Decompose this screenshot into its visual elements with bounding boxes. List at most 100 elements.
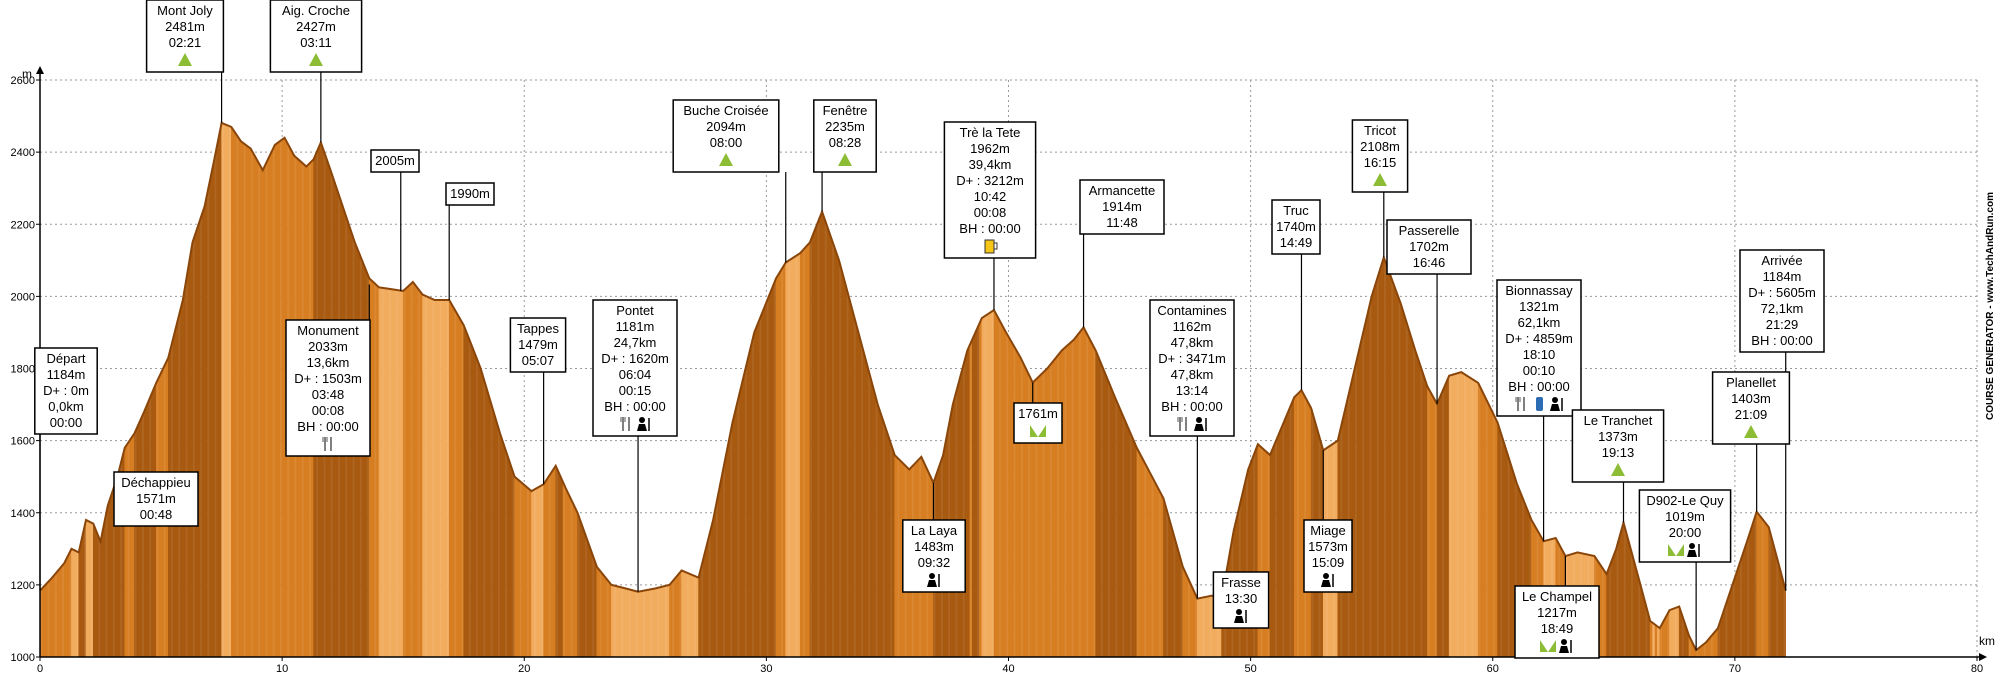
waypoint-name: Frasse: [1221, 575, 1261, 590]
waypoint-detail: 00:15: [619, 383, 652, 398]
aid-station-icon: [1194, 417, 1207, 431]
waypoint-box: [1271, 199, 1321, 255]
elevation-segment: [1071, 338, 1075, 657]
elevation-segment: [710, 519, 714, 657]
elevation-segment: [68, 548, 72, 657]
elevation-segment: [1189, 582, 1193, 657]
elevation-segment: [269, 149, 273, 657]
elevation-segment: [1424, 379, 1428, 657]
elevation-segment: [507, 454, 511, 657]
elevation-segment: [1112, 391, 1116, 657]
elevation-segment: [1182, 566, 1186, 657]
waypoint-box: [1638, 489, 1732, 563]
elevation-segment: [693, 575, 697, 657]
y-tick-label: 2600: [11, 75, 35, 87]
elevation-segment: [490, 400, 494, 657]
elevation-segment: [1199, 597, 1203, 657]
waypoint-detail: 1321m: [1519, 299, 1559, 314]
elevation-segment: [1783, 581, 1787, 657]
waypoint-name: Aig. Croche: [282, 3, 350, 18]
y-tick-label: 1600: [11, 436, 35, 448]
elevation-segment: [659, 586, 663, 657]
elevation-segment: [1657, 625, 1661, 657]
elevation-segment: [371, 279, 375, 657]
elevation-segment: [1649, 620, 1653, 657]
elevation-segment: [1431, 394, 1435, 657]
waypoint-detail: 00:48: [140, 507, 173, 522]
elevation-segment: [620, 586, 624, 657]
elevation-segment: [1727, 591, 1731, 657]
elevation-segment: [1197, 597, 1201, 657]
elevation-segment: [526, 486, 530, 657]
elevation-segment: [741, 372, 745, 657]
elevation-segment: [54, 571, 58, 657]
waypoint-detail: BH : 00:00: [1508, 379, 1569, 394]
elevation-segment: [727, 434, 731, 657]
elevation-segment: [988, 311, 992, 657]
waypoint-detail: 13:30: [1225, 591, 1258, 606]
waypoint-name: Armancette: [1089, 183, 1155, 198]
elevation-segment: [109, 491, 113, 657]
elevation-segment: [1419, 364, 1423, 657]
elevation-segment: [744, 362, 748, 657]
elevation-segment: [201, 206, 205, 657]
waypoint-detail: D+ : 3471m: [1158, 351, 1226, 366]
elevation-segment: [141, 411, 145, 657]
elevation-segment: [715, 495, 719, 657]
elevation-segment: [260, 164, 264, 657]
elevation-segment: [1465, 374, 1469, 657]
elevation-segment: [1366, 306, 1370, 657]
elevation-segment: [1121, 414, 1126, 657]
waypoint-box: [1079, 179, 1165, 235]
elevation-segment: [969, 339, 973, 657]
elevation-segment: [1615, 539, 1619, 657]
elevation-segment: [199, 213, 203, 657]
elevation-segment: [1376, 272, 1380, 657]
elevation-segment: [1272, 443, 1276, 657]
waypoint-box: [509, 317, 567, 373]
elevation-segment: [1243, 479, 1247, 657]
elevation-segment: [1148, 470, 1152, 657]
x-tick-label: 30: [760, 663, 772, 675]
elevation-segment: [441, 299, 445, 657]
elevation-segment: [76, 550, 80, 657]
waypoint-name: Mont Joly: [157, 3, 213, 18]
elevation-segment: [545, 475, 549, 657]
elevation-segment: [833, 246, 837, 657]
y-axis-arrow: [36, 66, 44, 74]
elevation-segment: [645, 589, 649, 657]
elevation-segment: [862, 350, 866, 657]
elevation-segment: [867, 368, 871, 657]
elevation-segment: [875, 395, 879, 657]
elevation-segment: [1143, 461, 1147, 657]
x-tick-label: 20: [518, 663, 530, 675]
elevation-segment: [640, 590, 644, 657]
elevation-segment: [1395, 290, 1399, 657]
elevation-segment: [1388, 270, 1392, 657]
elevation-segment: [523, 484, 527, 657]
elevation-segment: [1245, 469, 1249, 657]
elevation-segment: [1400, 303, 1404, 657]
elevation-segment: [548, 472, 552, 657]
elevation-segment: [105, 505, 109, 657]
aid-station-icon: [1687, 543, 1700, 557]
x-tick-label: 50: [1245, 663, 1257, 675]
elevation-segment: [1473, 379, 1477, 657]
elevation-segment: [410, 281, 414, 657]
waypoint-name: Arrivée: [1761, 253, 1802, 268]
elevation-segment: [967, 344, 971, 657]
elevation-segment: [1078, 329, 1082, 657]
elevation-segment: [218, 122, 222, 657]
elevation-segment: [1085, 331, 1089, 657]
elevation-segment: [1059, 349, 1063, 657]
waypoint-name: Pontet: [616, 303, 654, 318]
elevation-segment: [378, 287, 382, 657]
elevation-segment: [1758, 513, 1762, 657]
elevation-segment: [92, 523, 96, 657]
elevation-segment: [1013, 343, 1017, 657]
waypoint-box: [1514, 585, 1600, 659]
